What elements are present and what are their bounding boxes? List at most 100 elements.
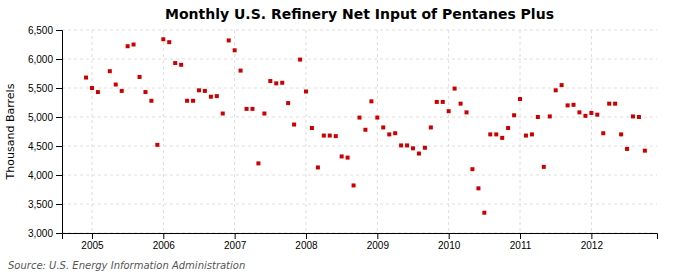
point bbox=[607, 102, 611, 106]
y-tick-label: 6,000 bbox=[28, 54, 53, 65]
chart-container: 200520062007200820092010201120123,0003,5… bbox=[0, 0, 675, 275]
point bbox=[173, 61, 177, 65]
point bbox=[453, 87, 457, 91]
grid-line bbox=[591, 30, 592, 233]
y-tick-label: 4,000 bbox=[28, 170, 53, 181]
grid-line bbox=[377, 30, 378, 233]
point bbox=[387, 132, 391, 136]
point bbox=[524, 134, 528, 138]
point bbox=[381, 125, 385, 129]
grid-line bbox=[62, 30, 657, 31]
point bbox=[358, 116, 362, 120]
x-tick-mark bbox=[163, 233, 164, 239]
point bbox=[90, 86, 94, 90]
point bbox=[250, 107, 254, 111]
point bbox=[352, 183, 356, 187]
grid-line bbox=[62, 59, 657, 60]
point bbox=[138, 75, 142, 79]
grid-line bbox=[62, 204, 657, 205]
point bbox=[518, 97, 522, 101]
point bbox=[185, 99, 189, 103]
point bbox=[417, 152, 421, 156]
plot: 200520062007200820092010201120123,0003,5… bbox=[28, 25, 658, 251]
point bbox=[96, 90, 100, 94]
point bbox=[233, 48, 237, 52]
x-tick: 2012 bbox=[581, 233, 604, 251]
point bbox=[548, 114, 552, 118]
point bbox=[488, 132, 492, 136]
point bbox=[405, 143, 409, 147]
grid-line bbox=[62, 146, 657, 147]
point bbox=[577, 110, 581, 114]
y-tick-label: 3,500 bbox=[28, 199, 53, 210]
y-tick-mark bbox=[56, 175, 62, 176]
point bbox=[393, 131, 397, 135]
point bbox=[500, 136, 504, 140]
point bbox=[589, 111, 593, 115]
point bbox=[191, 99, 195, 103]
point bbox=[280, 81, 284, 85]
x-tick: 2007 bbox=[224, 233, 247, 251]
point bbox=[536, 115, 540, 119]
x-tick-label: 2006 bbox=[153, 240, 176, 251]
point bbox=[161, 37, 165, 41]
x-tick-mark bbox=[520, 233, 521, 239]
point bbox=[447, 109, 451, 113]
y-axis: 3,0003,5004,0004,5005,0005,5006,0006,500 bbox=[28, 25, 63, 239]
grid-line bbox=[305, 30, 306, 233]
point bbox=[530, 132, 534, 136]
x-tick-mark bbox=[306, 233, 307, 239]
y-tick-mark bbox=[56, 146, 62, 147]
point bbox=[155, 143, 159, 147]
y-tick: 4,500 bbox=[28, 141, 62, 152]
point bbox=[411, 146, 415, 150]
x-tick-label: 2011 bbox=[510, 240, 532, 251]
point bbox=[245, 107, 249, 111]
grid-line bbox=[62, 88, 657, 89]
point bbox=[239, 69, 243, 73]
annotation: Source: U.S. Energy Information Administ… bbox=[8, 260, 245, 271]
y-tick: 6,000 bbox=[28, 54, 62, 65]
point bbox=[643, 149, 647, 153]
points bbox=[84, 37, 647, 214]
point bbox=[470, 167, 474, 171]
point bbox=[506, 126, 510, 130]
grid bbox=[62, 30, 657, 233]
point bbox=[328, 134, 332, 138]
x-tick: 2011 bbox=[510, 233, 532, 251]
y-tick-label: 5,000 bbox=[28, 112, 53, 123]
y-tick: 5,000 bbox=[28, 112, 62, 123]
point bbox=[304, 89, 308, 93]
grid-line bbox=[91, 30, 92, 233]
x-tick-label: 2010 bbox=[438, 240, 461, 251]
point bbox=[572, 103, 576, 107]
point bbox=[512, 113, 516, 117]
y-tick: 6,500 bbox=[28, 25, 62, 36]
x-tick-label: 2008 bbox=[295, 240, 318, 251]
point bbox=[494, 132, 498, 136]
x-axis: 20052006200720082009201020112012 bbox=[63, 233, 658, 251]
point bbox=[601, 131, 605, 135]
point bbox=[441, 100, 445, 104]
point bbox=[340, 154, 344, 158]
point bbox=[209, 95, 213, 99]
grid-line bbox=[234, 30, 235, 233]
x-tick-mark bbox=[235, 233, 236, 239]
y-tick-mark bbox=[56, 117, 62, 118]
point bbox=[334, 134, 338, 138]
point bbox=[363, 128, 367, 132]
point bbox=[292, 123, 296, 127]
x-tick-label: 2009 bbox=[367, 240, 390, 251]
point bbox=[227, 38, 231, 42]
title: Monthly U.S. Refinery Net Input of Penta… bbox=[165, 6, 554, 22]
point bbox=[560, 83, 564, 87]
y-tick-mark bbox=[56, 233, 62, 234]
y-tick: 5,500 bbox=[28, 83, 62, 94]
y-axis-title: Thousand Barrels bbox=[4, 83, 17, 180]
point bbox=[631, 114, 635, 118]
chart: 200520062007200820092010201120123,0003,5… bbox=[0, 0, 675, 275]
y-tick-mark bbox=[56, 204, 62, 205]
x-tick: 2006 bbox=[153, 233, 176, 251]
x-tick-label: 2007 bbox=[224, 240, 247, 251]
point bbox=[221, 112, 225, 116]
